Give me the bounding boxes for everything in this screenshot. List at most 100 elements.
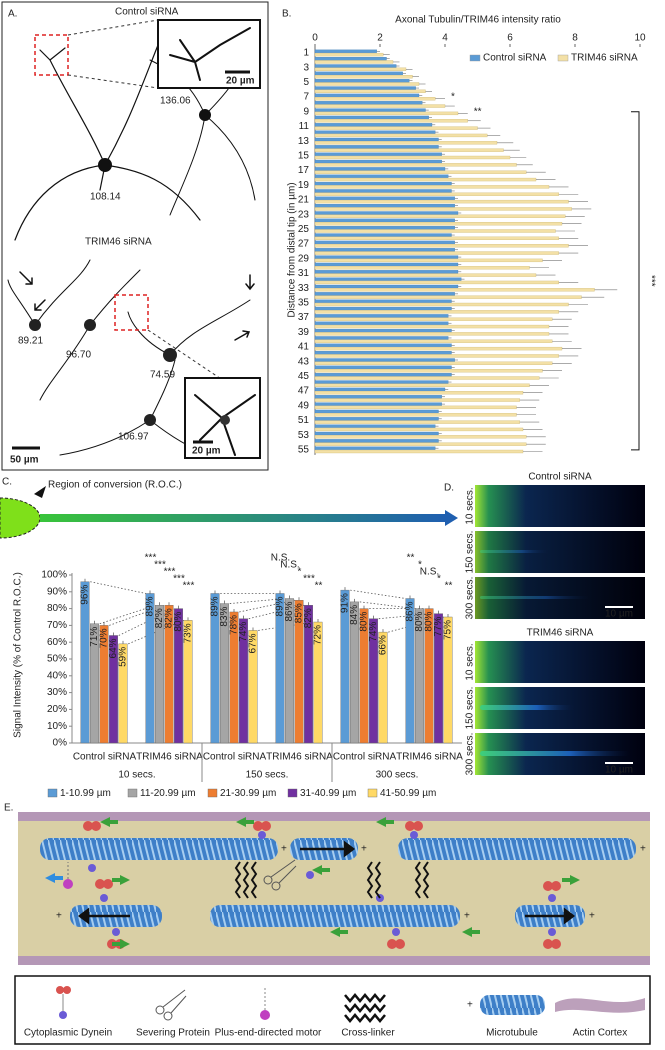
bar (314, 420, 520, 424)
bar (314, 159, 442, 164)
panel-a: A. Control siRNA 20 µm 136.06 108.14 TRI… (1, 1, 269, 471)
bar (314, 391, 524, 395)
actin-cortex (18, 812, 650, 821)
significance: *** (164, 567, 176, 578)
bar (314, 266, 530, 270)
cell-value: 106.97 (118, 432, 149, 443)
axon-signal (480, 705, 575, 710)
bar (314, 244, 569, 248)
scale-label: 20 µm (226, 76, 255, 87)
y-tick-label: 13 (298, 136, 310, 147)
cell-signal (475, 485, 645, 527)
value-label: 74% (368, 622, 379, 642)
bar (314, 214, 566, 218)
cell-value: 96.70 (66, 350, 91, 361)
bar (314, 236, 559, 241)
legend-label: 31-40.99 µm (300, 788, 356, 799)
value-label: 73% (183, 623, 194, 643)
significance: * (298, 567, 302, 578)
plus-end: + (464, 911, 470, 922)
y-tick-label: 55 (298, 445, 310, 456)
bar (314, 427, 524, 432)
significance: * (437, 574, 441, 585)
bar (314, 332, 550, 336)
bar (314, 295, 582, 299)
plus-end: + (56, 911, 62, 922)
value-label: 77% (433, 617, 444, 637)
y-tick-label: 20% (47, 704, 67, 715)
bar (314, 350, 452, 355)
y-tick-label: 53 (298, 430, 310, 441)
bar (314, 387, 446, 392)
x-tick-label: Control siRNA (333, 752, 397, 763)
panel-label: D. (444, 483, 454, 494)
y-tick-label: 35 (298, 298, 310, 309)
value-label: 89% (210, 596, 221, 616)
actin-cortex (18, 956, 650, 965)
green-arrows (100, 817, 580, 949)
bar (314, 442, 527, 446)
y-tick-label: 51 (298, 415, 310, 426)
y-axis-label: Signal Intensity (% of Control R.O.C.) (13, 572, 24, 738)
legend-label: 21-30.99 µm (220, 788, 276, 799)
panel-title: TRIM46 siRNA (527, 628, 594, 639)
value-label: 64% (108, 638, 119, 658)
bar (314, 413, 517, 417)
bar (314, 181, 452, 186)
cross-linkers (234, 861, 430, 899)
bar (314, 324, 550, 329)
panel-label: E. (4, 803, 13, 814)
chart-title: Axonal Tubulin/TRIM46 intensity ratio (395, 15, 561, 26)
significance: * (418, 560, 422, 571)
bar (314, 373, 452, 377)
bar (314, 402, 442, 406)
axon-signal (480, 751, 630, 756)
neurons (7, 39, 256, 456)
bar (314, 302, 569, 307)
significance: *** (173, 574, 185, 585)
zoom-box (114, 294, 149, 331)
bar (314, 174, 449, 178)
panel-label: B. (282, 9, 291, 20)
value-label: 82% (303, 608, 314, 628)
y-tick-label: 90% (47, 586, 67, 597)
value-label: 86% (284, 601, 295, 621)
legend-label: Control siRNA (483, 53, 547, 64)
x-tick-label: 2 (377, 33, 383, 44)
legend-label: Cytoplasmic Dynein (24, 1028, 112, 1039)
panel-c: C. Region of conversion (R.O.C.) Signal … (0, 477, 463, 799)
value-label: 78% (229, 615, 240, 635)
scissors (263, 859, 297, 891)
value-label: 96% (80, 585, 91, 605)
significance: N.S. (280, 560, 299, 571)
value-label: 67% (248, 633, 259, 653)
plus-end: + (640, 844, 646, 855)
y-tick-label: 23 (298, 209, 310, 220)
y-tick-label: 33 (298, 283, 310, 294)
bar (314, 317, 553, 321)
panel-d: D. Control siRNA TRIM46 siRNA 10 secs. 15… (444, 472, 645, 776)
y-tick-label: 25 (298, 224, 310, 235)
y-tick-label: 19 (298, 180, 310, 191)
scale-label: 10 µm (605, 765, 633, 776)
axon-signal (480, 550, 550, 553)
bar (80, 581, 90, 744)
bar (314, 185, 550, 189)
cell-value: 108.14 (90, 192, 121, 203)
bar (314, 75, 413, 79)
legend-icons (56, 986, 645, 1023)
y-tick-label: 1 (303, 48, 309, 59)
zoom-box (34, 34, 69, 76)
panel-e: E. + + + + + + + Cytoplasmic Dynein Sever… (4, 803, 651, 1045)
y-tick-label: 43 (298, 356, 310, 367)
axon-arrow (40, 514, 445, 522)
bar (314, 155, 511, 160)
legend-swatch (469, 54, 481, 62)
y-tick-label: 31 (298, 268, 310, 279)
time-label: 300 secs. (465, 577, 476, 620)
y-tick-label: 70% (47, 620, 67, 631)
significance: ** (445, 581, 453, 592)
bar (314, 376, 540, 380)
bar (314, 67, 407, 71)
bar (314, 60, 394, 64)
